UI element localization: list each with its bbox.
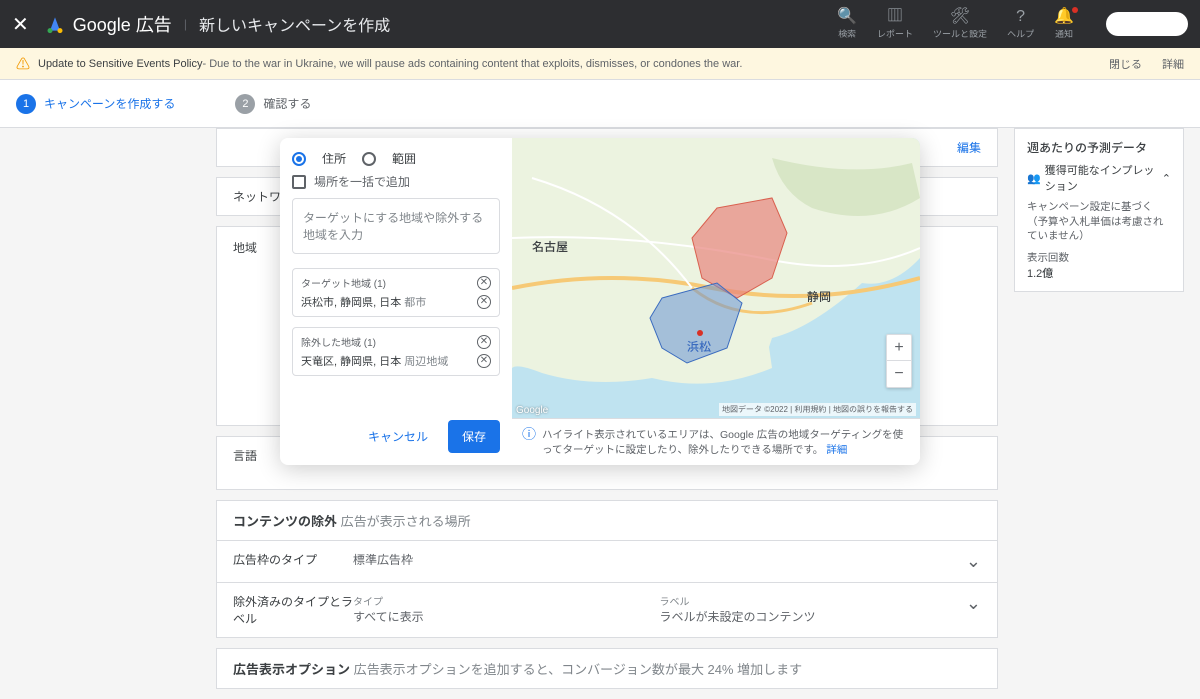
info-detail-link[interactable]: 詳細 — [826, 444, 847, 456]
target-locations-box: ターゲット地域 (1)✕ 浜松市, 静岡県, 日本 都市✕ — [292, 268, 500, 317]
info-icon: ⓘ — [522, 427, 536, 441]
zoom-out-button[interactable]: − — [887, 361, 911, 387]
location-targeting-modal: 住所 範囲 場所を一括で追加 ターゲットにする地域や除外する地域を入力 ターゲッ… — [280, 138, 920, 465]
ad-extensions-panel[interactable]: 広告表示オプション 広告表示オプションを追加すると、コンバージョン数が最大 24… — [216, 648, 998, 689]
clear-excluded-icon[interactable]: ✕ — [477, 335, 491, 349]
remove-target-icon[interactable]: ✕ — [477, 295, 491, 309]
clear-targets-icon[interactable]: ✕ — [477, 276, 491, 290]
map-google-logo: Google — [516, 405, 548, 416]
zoom-in-button[interactable]: + — [887, 335, 911, 361]
radio-range[interactable] — [362, 152, 376, 166]
modal-left-panel: 住所 範囲 場所を一括で追加 ターゲットにする地域や除外する地域を入力 ターゲッ… — [280, 138, 512, 465]
cancel-button[interactable]: キャンセル — [358, 420, 438, 453]
map-canvas — [512, 138, 920, 418]
checkbox-bulk-add[interactable] — [292, 175, 306, 189]
location-search-input[interactable]: ターゲットにする地域や除外する地域を入力 — [292, 198, 500, 254]
remove-excluded-icon[interactable]: ✕ — [477, 354, 491, 368]
map[interactable]: 名古屋 静岡 浜松 + − Google 地図データ ©2022 | 利用規約 … — [512, 138, 920, 418]
map-attribution: 地図データ ©2022 | 利用規約 | 地図の誤りを報告する — [719, 403, 916, 416]
target-location-item: 浜松市, 静岡県, 日本 都市✕ — [301, 290, 491, 310]
radio-address[interactable] — [292, 152, 306, 166]
map-info-strip: ⓘ ハイライト表示されているエリアは、Google 広告の地域ターゲティングを使… — [512, 418, 920, 465]
map-zoom-control: + − — [886, 334, 912, 388]
save-button[interactable]: 保存 — [448, 420, 500, 453]
modal-right-panel: 名古屋 静岡 浜松 + − Google 地図データ ©2022 | 利用規約 … — [512, 138, 920, 465]
excluded-locations-box: 除外した地域 (1)✕ 天竜区, 静岡県, 日本 周辺地域✕ — [292, 327, 500, 376]
excluded-location-item: 天竜区, 静岡県, 日本 周辺地域✕ — [301, 349, 491, 369]
